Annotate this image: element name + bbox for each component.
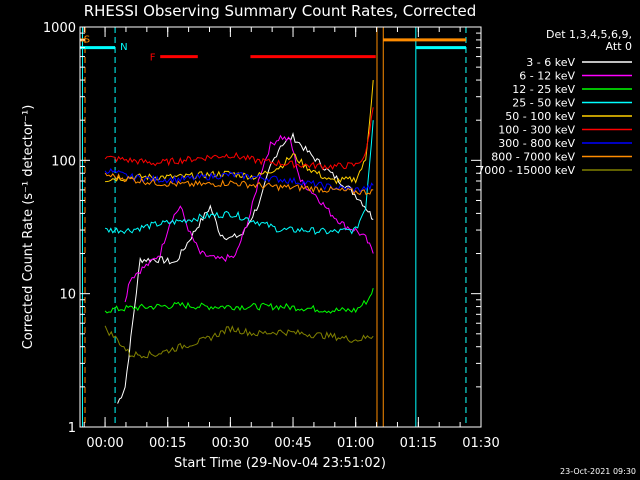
x-tick-label: 01:15 (400, 436, 437, 451)
legend-entry-label: 3 - 6 keV (526, 56, 575, 69)
series-line-5 (104, 107, 374, 171)
legend-entry-label: 100 - 300 keV (498, 124, 575, 137)
y-axis-label: Corrected Count Rate (s⁻¹ detector⁻¹) (21, 105, 36, 350)
series-line-4 (105, 80, 374, 185)
series-line-2 (104, 287, 374, 314)
axes: 1 10 100 1000 00:00 00:15 00:30 00:45 01:00 01:15… (43, 21, 500, 451)
timestamp: 23-Oct-2021 09:30 (560, 467, 636, 476)
legend-header-0: Det 1,3,4,5,6,9, (546, 28, 632, 41)
y-tick-label: 1 (68, 421, 76, 436)
chart-title: RHESSI Observing Summary Count Rates, Co… (84, 2, 477, 20)
legend-entry-label: 800 - 7000 keV (491, 151, 575, 164)
series-line-8 (104, 325, 374, 359)
annotation-n: N (120, 42, 127, 53)
x-tick-label: 00:15 (149, 436, 186, 451)
y-tick-label: 1000 (43, 21, 76, 36)
annotation-f: F (150, 53, 156, 64)
x-axis-label: Start Time (29-Nov-04 23:51:02) (174, 456, 386, 471)
annotation-s: S (84, 34, 90, 45)
series-line-3 (104, 120, 374, 236)
x-tick-label: 01:30 (462, 436, 499, 451)
legend-entry-label: 25 - 50 keV (512, 97, 575, 110)
legend-header-1: Att 0 (606, 40, 632, 53)
plot-frame (79, 26, 482, 428)
x-tick-label: 00:45 (274, 436, 311, 451)
x-tick-label: 00:00 (86, 436, 123, 451)
plot-area: S N F (80, 27, 467, 427)
x-tick-label: 01:00 (337, 436, 374, 451)
legend-entry-label: 50 - 100 keV (505, 110, 575, 123)
series-line-7 (104, 172, 374, 196)
x-tick-label: 00:30 (212, 436, 249, 451)
series-line-6 (104, 168, 374, 194)
y-tick-label: 100 (51, 154, 76, 169)
legend-entry-label: 300 - 800 keV (498, 137, 575, 150)
legend-entry-label: 12 - 25 keV (512, 83, 575, 96)
legend-entry-label: 6 - 12 keV (519, 70, 575, 83)
legend-entry-label: 7000 - 15000 keV (477, 164, 575, 177)
series-line-1 (124, 134, 374, 303)
y-tick-label: 10 (59, 288, 76, 303)
